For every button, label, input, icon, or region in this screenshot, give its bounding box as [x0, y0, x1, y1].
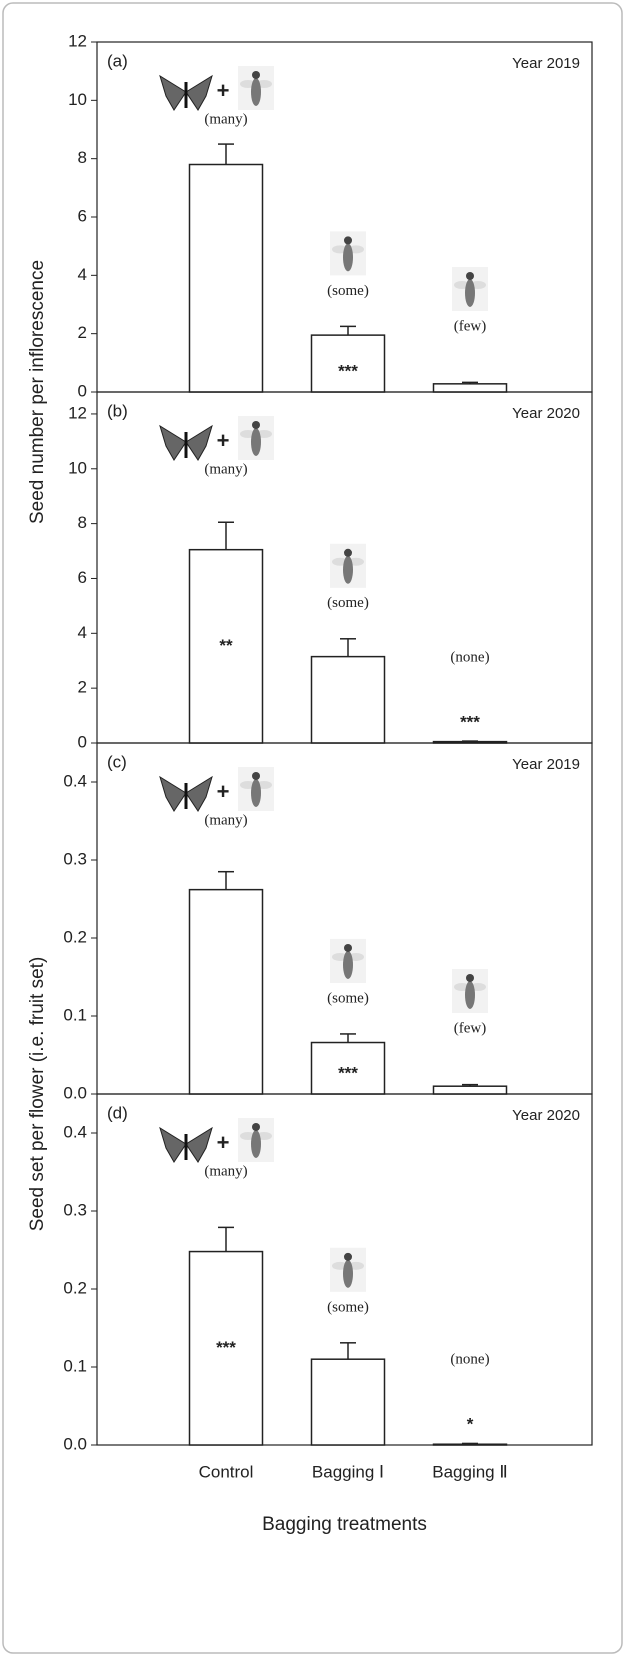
bee-body: [465, 981, 475, 1009]
bee-head: [252, 1123, 260, 1131]
y-axis-label: Seed number per inflorescence: [27, 260, 48, 524]
panel-label: (b): [107, 401, 128, 420]
x-tick-label: Bagging Ⅱ: [432, 1462, 507, 1481]
significance: **: [219, 636, 233, 655]
bee-head: [344, 236, 352, 244]
significance: ***: [216, 1338, 236, 1357]
bee-head: [344, 549, 352, 557]
y-tick-label: 2: [78, 678, 87, 697]
pollinator-label: (none): [450, 1351, 489, 1367]
y-tick-label: 12: [68, 31, 87, 50]
y-tick-label: 0.0: [63, 1434, 87, 1453]
bee-body: [251, 428, 261, 456]
y-tick-label: 0.3: [63, 1200, 87, 1219]
panel-label: (d): [107, 1103, 128, 1122]
bar: [434, 384, 507, 392]
bar: [190, 165, 263, 393]
bee-head: [252, 772, 260, 780]
x-axis-label: Bagging treatments: [262, 1514, 427, 1535]
pollinator-label: (some): [327, 990, 369, 1006]
bee-head: [466, 974, 474, 982]
bee-body: [343, 556, 353, 584]
bee-icon: [330, 939, 366, 983]
bee-head: [344, 1253, 352, 1261]
y-tick-label: 0.4: [63, 1122, 87, 1141]
y-tick-label: 0.3: [63, 849, 87, 868]
bee-body: [343, 951, 353, 979]
x-tick-label: Bagging Ⅰ: [312, 1462, 384, 1481]
pollinator-label: (many): [204, 111, 247, 127]
chart: 0 2 4 6 8 10 12 (a) Year 2019 Seed number per inf…: [0, 0, 625, 1656]
y-tick-label: 0: [78, 732, 87, 751]
bee-icon: [452, 267, 488, 311]
bee-head: [252, 71, 260, 79]
bee-body: [343, 1260, 353, 1288]
pollinator-label: (many): [204, 812, 247, 828]
bee-body: [251, 1130, 261, 1158]
y-tick-label: 10: [68, 90, 87, 109]
y-tick-label: 2: [78, 323, 87, 342]
bee-icon: [452, 969, 488, 1013]
pollinator-label: (some): [327, 1299, 369, 1315]
plus-sign: +: [217, 428, 230, 453]
pollinator-label: (some): [327, 595, 369, 611]
bar: [312, 657, 385, 743]
bar: [434, 1444, 507, 1445]
y-tick-label: 0.1: [63, 1005, 87, 1024]
significance: ***: [338, 361, 358, 380]
annotation: Year 2019: [512, 756, 580, 773]
y-tick-label: 6: [78, 206, 87, 225]
y-tick-label: 0: [78, 381, 87, 400]
bee-body: [251, 78, 261, 106]
x-tick-label: Control: [199, 1462, 254, 1481]
bee-head: [344, 944, 352, 952]
y-tick-label: 0.2: [63, 927, 87, 946]
y-axis-label: Seed set per flower (i.e. fruit set): [27, 957, 48, 1232]
pollinator-label: (some): [327, 283, 369, 299]
pollinator-label: (none): [450, 649, 489, 665]
y-tick-label: 8: [78, 148, 87, 167]
bee-icon: [330, 1248, 366, 1292]
bee-icon: [238, 416, 274, 460]
significance: ***: [460, 712, 480, 731]
pollinator-label: (many): [204, 1163, 247, 1179]
pollinator-label: (few): [454, 318, 486, 334]
bee-body: [465, 279, 475, 307]
significance: *: [467, 1414, 474, 1433]
annotation: Year 2020: [512, 405, 580, 422]
bee-body: [343, 243, 353, 271]
annotation: Year 2020: [512, 1107, 580, 1124]
panel-label: (c): [107, 752, 127, 771]
annotation: Year 2019: [512, 55, 580, 72]
y-tick-label: 0.2: [63, 1278, 87, 1297]
bee-icon: [238, 767, 274, 811]
bar: [190, 890, 263, 1094]
bee-icon: [330, 544, 366, 588]
y-tick-label: 4: [78, 265, 87, 284]
significance: ***: [338, 1063, 358, 1082]
plus-sign: +: [217, 1130, 230, 1155]
y-tick-label: 0.4: [63, 771, 87, 790]
y-tick-label: 12: [68, 403, 87, 422]
bee-body: [251, 779, 261, 807]
bee-icon: [238, 66, 274, 110]
plus-sign: +: [217, 779, 230, 804]
y-tick-label: 8: [78, 513, 87, 532]
pollinator-label: (few): [454, 1020, 486, 1036]
panel-label: (a): [107, 51, 128, 70]
bar: [434, 1086, 507, 1094]
bee-head: [252, 421, 260, 429]
pollinator-label: (many): [204, 461, 247, 477]
bee-icon: [238, 1118, 274, 1162]
plus-sign: +: [217, 78, 230, 103]
y-tick-label: 10: [68, 458, 87, 477]
y-tick-label: 0.1: [63, 1356, 87, 1375]
bar: [312, 1359, 385, 1445]
y-tick-label: 4: [78, 623, 87, 642]
bee-icon: [330, 231, 366, 275]
y-tick-label: 6: [78, 568, 87, 587]
bee-head: [466, 272, 474, 280]
y-tick-label: 0.0: [63, 1083, 87, 1102]
